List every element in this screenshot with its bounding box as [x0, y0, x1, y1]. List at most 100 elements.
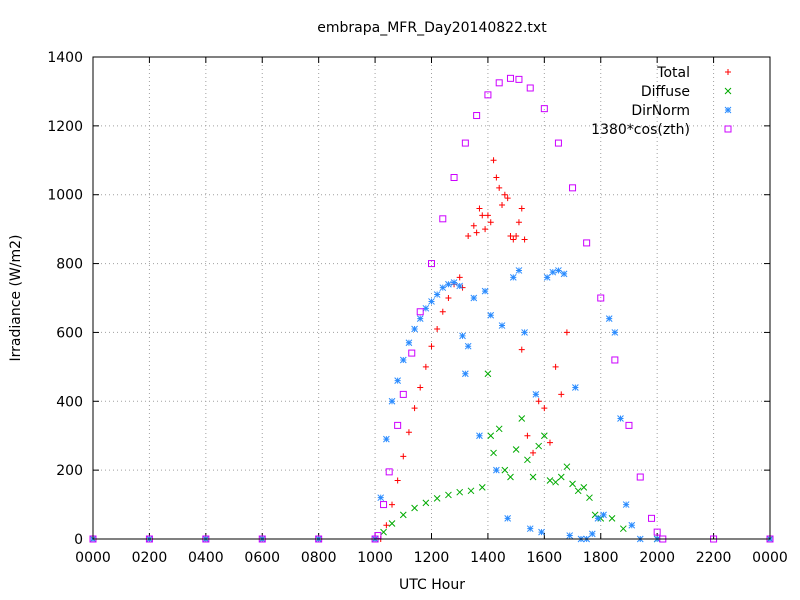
data-point	[605, 315, 613, 323]
series-0	[90, 157, 570, 542]
data-point	[498, 322, 506, 329]
y-tick-label: 200	[56, 463, 83, 479]
data-point	[428, 343, 435, 350]
data-point	[476, 205, 483, 212]
data-point	[461, 139, 469, 147]
data-point	[600, 511, 607, 519]
data-point	[538, 528, 545, 536]
x-tick-label: 2000	[639, 550, 675, 566]
data-point	[487, 311, 495, 319]
data-point	[506, 74, 514, 82]
data-point	[388, 520, 396, 527]
data-point	[399, 511, 407, 519]
data-point	[434, 325, 441, 332]
data-point	[648, 514, 656, 522]
data-point	[428, 298, 435, 305]
data-point	[479, 212, 486, 219]
data-point	[532, 391, 540, 398]
data-point	[405, 339, 413, 347]
data-point	[476, 432, 483, 440]
data-point	[490, 449, 497, 457]
data-point	[473, 229, 480, 236]
data-point	[636, 473, 644, 481]
data-point	[507, 233, 514, 240]
y-tick-label: 1000	[47, 188, 83, 204]
data-point	[555, 267, 562, 274]
data-point	[560, 270, 568, 278]
data-point	[518, 415, 526, 422]
data-point	[515, 75, 523, 83]
data-point	[566, 532, 574, 539]
data-point	[628, 521, 636, 529]
data-point	[521, 329, 528, 336]
data-point	[501, 466, 509, 474]
data-point	[394, 477, 401, 484]
data-point	[518, 346, 525, 353]
y-tick-label: 800	[56, 257, 83, 273]
data-point	[493, 174, 500, 181]
data-point	[445, 280, 452, 288]
data-point	[411, 504, 418, 512]
data-point	[481, 287, 489, 295]
x-tick-label: 1400	[470, 550, 506, 566]
data-point	[572, 384, 579, 391]
data-point	[554, 139, 562, 147]
x-tick-label: 0800	[301, 550, 337, 566]
data-point	[450, 279, 458, 286]
data-point	[439, 284, 447, 292]
data-point	[724, 87, 732, 95]
data-point	[383, 435, 390, 443]
data-point	[487, 432, 495, 440]
y-axis-label: Irradiance (W/m2)	[8, 235, 24, 362]
data-point	[484, 212, 491, 219]
data-point	[569, 480, 576, 488]
data-point	[416, 315, 424, 323]
legend-label: Total	[656, 65, 690, 81]
data-point	[586, 494, 593, 502]
data-point	[445, 295, 452, 301]
y-tick-label: 1400	[47, 50, 83, 66]
data-point	[380, 501, 388, 509]
data-point	[569, 184, 577, 192]
data-point	[540, 105, 548, 113]
data-point	[456, 282, 464, 290]
data-point	[394, 421, 402, 429]
data-point	[725, 69, 731, 75]
data-point	[461, 370, 469, 378]
data-point	[416, 308, 424, 316]
data-point	[563, 329, 570, 336]
data-point	[574, 487, 582, 495]
x-tick-label: 1800	[583, 550, 619, 566]
data-point	[459, 332, 466, 340]
data-point	[530, 449, 537, 456]
data-point	[608, 514, 616, 522]
data-point	[484, 91, 492, 99]
data-point	[411, 405, 418, 412]
y-tick-label: 1200	[47, 119, 83, 135]
data-point	[470, 294, 478, 302]
legend-label: DirNorm	[631, 103, 690, 119]
legend-label: Diffuse	[641, 84, 690, 100]
data-point	[456, 488, 464, 496]
data-point	[597, 294, 605, 302]
data-point	[541, 405, 548, 412]
data-point	[724, 106, 732, 114]
data-point	[549, 268, 557, 276]
data-point	[495, 79, 503, 87]
data-point	[518, 205, 525, 212]
x-tick-label: 0000	[752, 550, 788, 566]
data-point	[433, 495, 441, 502]
data-point	[535, 442, 543, 450]
data-point	[504, 195, 511, 202]
data-point	[619, 525, 627, 533]
data-point	[495, 425, 503, 433]
data-point	[524, 432, 531, 439]
data-point	[385, 468, 393, 476]
data-point	[546, 477, 554, 484]
data-point	[524, 456, 531, 464]
axes: 0000 0200 0400 0600 0800 1000 1200 1400 1600 1800…	[47, 50, 787, 566]
data-point	[515, 267, 523, 274]
data-point	[405, 429, 412, 436]
data-point	[515, 219, 522, 226]
data-point	[513, 233, 520, 240]
